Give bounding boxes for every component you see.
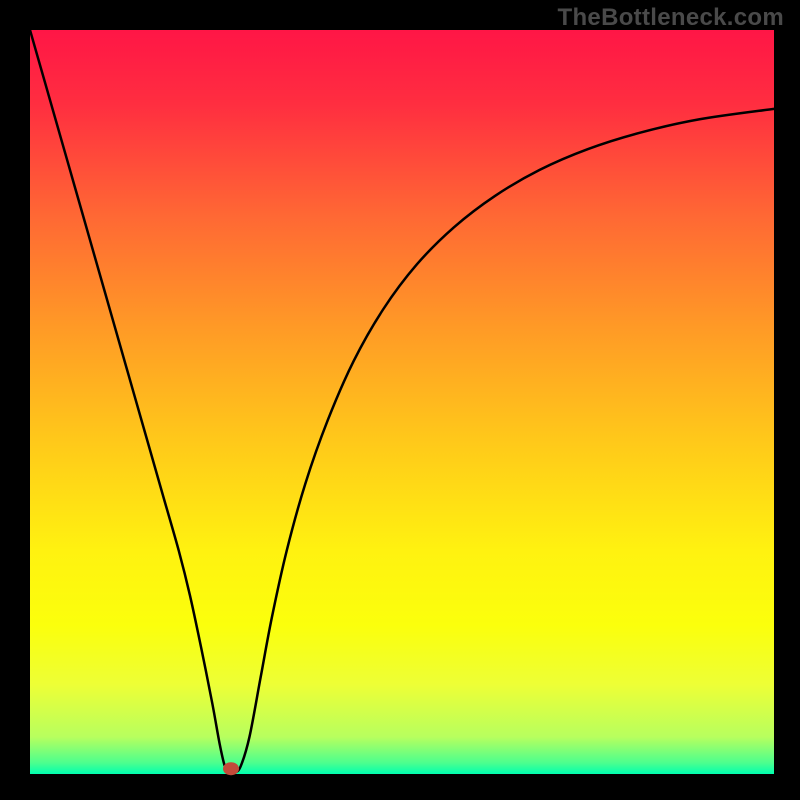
optimal-point-marker [223,762,239,776]
curve-path [30,30,774,773]
plot-area [30,30,774,774]
bottleneck-curve [30,30,774,774]
watermark-text: TheBottleneck.com [558,4,784,32]
chart-container: { "watermark": { "text": "TheBottleneck.… [0,0,800,800]
